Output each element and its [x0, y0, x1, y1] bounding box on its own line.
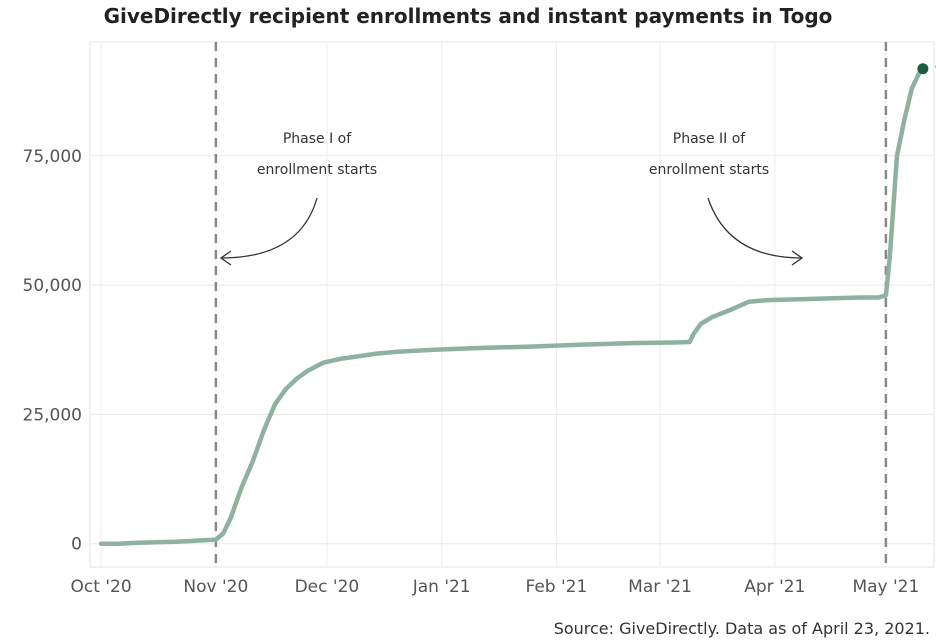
arrow-curve: [707, 197, 803, 259]
series-line: [98, 66, 926, 546]
y-tick-label: 25,000: [23, 405, 82, 425]
plot-frame: [89, 41, 935, 568]
end-point-marker: [917, 63, 929, 75]
arrow-curve: [220, 197, 318, 259]
x-tick-label: Oct '20: [71, 577, 132, 597]
arrow-head: [219, 250, 232, 266]
x-tick-label: Jan '21: [412, 577, 471, 597]
phase-annotation-line: enrollment starts: [257, 162, 377, 178]
phase-annotation-line: enrollment starts: [649, 162, 769, 178]
chart-title: GiveDirectly recipient enrollments and i…: [103, 4, 833, 28]
plot-series: 91,830: [98, 63, 936, 546]
y-tick-label: 50,000: [23, 276, 82, 296]
source-note: Source: GiveDirectly. Data as of April 2…: [553, 619, 930, 638]
y-axis-ticks: 0 25,000 50,000 75,000: [23, 147, 82, 555]
phase-markers: Phase I of enrollment starts Phase II of en…: [214, 42, 888, 567]
end-value-label: 91,830: [935, 63, 936, 78]
y-tick-label: 75,000: [23, 147, 82, 167]
x-tick-label: Apr '21: [744, 577, 805, 597]
y-tick-label: 0: [71, 535, 82, 555]
x-tick-label: Mar '21: [628, 577, 692, 597]
phase-annotation-line: Phase II of: [673, 131, 747, 147]
x-tick-label: Dec '20: [295, 577, 360, 597]
phase-annotation-line: Phase I of: [283, 131, 352, 147]
x-tick-label: May '21: [852, 577, 919, 597]
x-tick-label: Nov '20: [183, 577, 248, 597]
x-axis-ticks: Oct '20 Nov '20 Dec '20 Jan '21 Feb '21 Mar '…: [71, 577, 920, 597]
arrow-head: [791, 250, 804, 266]
x-tick-label: Feb '21: [526, 577, 588, 597]
